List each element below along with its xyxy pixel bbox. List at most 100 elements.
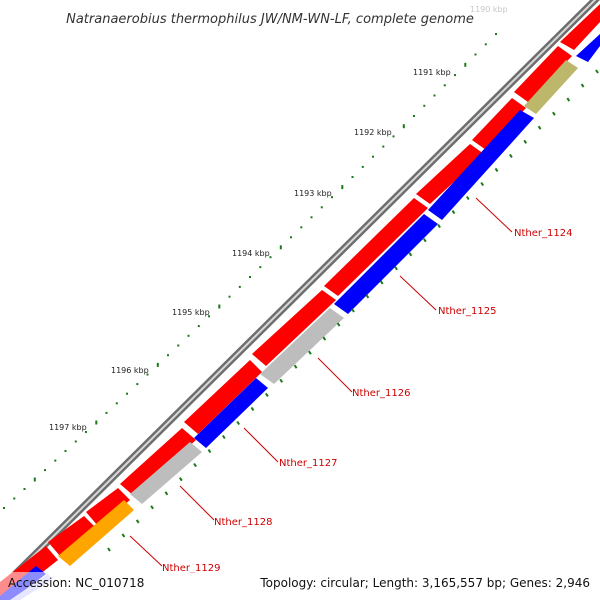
gene-other [524,60,578,114]
leader-line [317,357,353,393]
tick-dash [437,224,441,229]
footer-background [0,572,600,600]
ruler-dot [269,256,272,259]
gene-forward [48,516,96,556]
ruler-dot [44,469,46,472]
ruler-dot [351,176,354,178]
gene-forward [416,144,484,204]
gene-forward [514,46,572,102]
ruler-dot [146,373,149,376]
gene-label: Nther_1125 [438,306,496,317]
tick-dash [221,434,226,440]
ruler-dot [208,315,210,318]
gene-label: Nther_1128 [214,517,272,528]
ruler-dot [197,325,200,328]
ruler-tick-label: 1194 kbp [232,249,270,258]
leader-line [129,535,163,567]
ruler-dot [320,206,323,209]
gene-label: Nther_1126 [352,388,410,399]
ruler-tick-label: 1192 kbp [354,128,392,137]
tick-dash [308,350,312,355]
ruler-tick-label: 1197 kbp [49,423,87,432]
ruler-dot [13,497,16,500]
gene-hypothetical [260,308,344,384]
ruler-dot [115,402,118,405]
ruler-dot [3,507,5,509]
tick-dash [178,477,183,482]
ruler-dot [105,411,108,414]
map-title: Natranaerobius thermophilus JW/NM-WN-LF,… [66,12,474,27]
tick-dashes [107,69,599,552]
gene-labels: Nther_1124 Nther_1125 Nther_1126 Nther_1… [162,228,572,574]
tick-dash [509,153,513,158]
ruler-dot [95,420,98,425]
ruler-dot [464,62,467,67]
ruler-dots [3,33,497,509]
gene-label: Nther_1127 [279,458,337,469]
gene-reverse [428,110,534,220]
tick-dash [193,463,197,468]
tick-dash [207,449,212,454]
leader-line [179,485,215,521]
ruler-tick-label: 1190 kbp [470,5,508,14]
gene-reverse [576,34,600,62]
gene-reverse [194,378,268,448]
ruler-dot [136,383,139,386]
gene-forward [252,290,336,366]
tick-dash [336,322,341,327]
reverse-strand [0,34,600,600]
ruler-dot [423,104,426,107]
gene-label: Nther_1124 [514,228,572,239]
tick-dash [351,308,355,313]
ruler-labels: 1190 kbp 1191 kbp 1192 kbp 1193 kbp 1194… [49,5,508,432]
tick-dash [236,420,241,426]
gene-forward [324,198,428,296]
forward-strand [0,4,600,596]
tick-dash [394,266,398,271]
tick-dash [150,505,154,510]
ruler-dot [392,135,395,138]
ruler-dot [331,196,333,199]
ruler-dot [54,459,57,462]
ruler-tick-label: 1196 kbp [111,366,149,375]
ruler-dot [228,295,231,298]
ruler-dot [238,285,241,288]
ruler-dot [259,266,262,269]
gene-forward [184,360,262,434]
accession-text: Accession: NC_010718 [8,576,144,590]
gene-label: Nther_1129 [162,563,220,574]
gene-other [58,500,134,566]
tick-dash [135,519,140,524]
tick-dash [523,139,528,144]
ruler-dot [413,115,415,117]
gene-forward [86,488,130,526]
ruler-dot [372,155,374,158]
ruler-dot [495,33,497,35]
tick-dash [465,195,470,201]
ruler-dot [156,362,159,367]
tick-dash [480,181,485,187]
tick-dash [265,392,269,397]
leader-line [243,427,279,463]
ruler-dot [443,84,446,87]
ruler-dot [300,226,303,229]
ruler-dot [33,477,36,482]
ruler-dot [74,440,77,443]
ruler-dot [23,488,26,490]
gene-forward [472,98,526,150]
tick-dash [422,238,427,243]
ruler-tick-label: 1193 kbp [294,189,332,198]
ruler-dot [484,43,487,46]
leader-line [399,275,437,311]
ruler-tick-label: 1195 kbp [172,308,210,317]
genome-summary-text: Topology: circular; Length: 3,165,557 bp… [259,576,590,590]
tick-dash [121,533,126,538]
tick-dash [494,167,499,172]
ruler-dot [85,431,87,433]
tick-dash [580,83,585,88]
ruler-dot [310,216,313,219]
ruler-dot [177,344,180,347]
